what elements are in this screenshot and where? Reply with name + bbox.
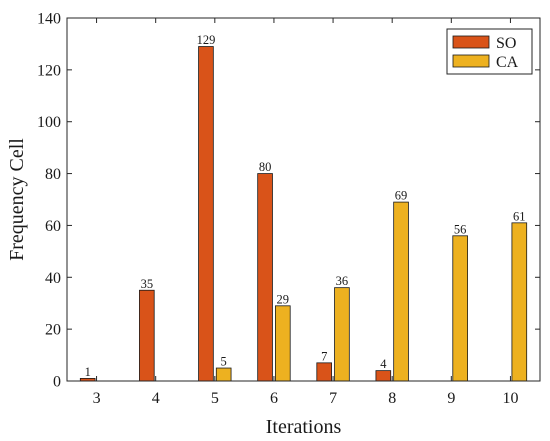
bar-so-7 <box>316 362 332 382</box>
y-tick-label: 60 <box>45 218 61 235</box>
bar-ca-10 <box>511 222 528 382</box>
bar-ca-6 <box>275 305 291 382</box>
bars-layer <box>79 46 528 382</box>
bar-ca-9 <box>452 235 468 382</box>
plot-frame <box>66 17 541 382</box>
legend-swatch-so <box>452 35 490 49</box>
x-tick-label: 3 <box>93 390 101 407</box>
bar-value-label: 35 <box>141 277 154 291</box>
x-axis-title: Iterations <box>266 416 342 438</box>
y-tick-label: 100 <box>37 114 61 131</box>
bar-value-label: 7 <box>321 349 327 363</box>
x-tick-label: 4 <box>152 390 160 407</box>
x-tick-label: 9 <box>447 390 455 407</box>
bar-so-6 <box>257 173 273 382</box>
y-tick-label: 140 <box>37 11 61 28</box>
x-tick-label: 6 <box>270 390 278 407</box>
x-tick-label: 10 <box>502 390 518 407</box>
bar-value-label: 56 <box>454 222 467 236</box>
bar-value-label: 4 <box>380 357 387 371</box>
x-tick-label: 7 <box>329 390 337 407</box>
legend-label-ca: CA <box>496 54 519 71</box>
data-labels-layer: 1 35 129 80 7 4 5 29 36 69 56 61 <box>85 33 526 379</box>
bar-value-label: 36 <box>336 274 349 288</box>
legend-label-so: SO <box>496 35 516 52</box>
y-tick-label: 0 <box>53 374 61 391</box>
y-axis-title: Frequency Cell <box>6 138 28 261</box>
bar-value-label: 1 <box>85 365 91 379</box>
x-tick-label: 8 <box>388 390 396 407</box>
x-tick-label: 5 <box>211 390 219 407</box>
legend-swatch-ca <box>452 54 490 68</box>
bar-so-4 <box>139 289 155 382</box>
bar-value-label: 69 <box>395 189 408 203</box>
bar-value-label: 5 <box>221 355 227 369</box>
bar-ca-5 <box>215 367 232 382</box>
y-tick-label: 20 <box>45 322 61 339</box>
x-axis-ticks: 3 4 5 6 7 8 9 10 <box>93 18 518 407</box>
y-tick-label: 120 <box>37 62 61 79</box>
bar-value-label: 61 <box>513 209 526 223</box>
y-axis-ticks: 0 20 40 60 80 100 120 140 <box>37 11 540 391</box>
y-tick-label: 80 <box>45 166 61 183</box>
bar-so-8 <box>375 370 392 382</box>
bar-value-label: 80 <box>259 160 272 174</box>
y-tick-label: 40 <box>45 270 61 287</box>
legend: SO CA <box>446 28 533 75</box>
bar-ca-8 <box>393 201 409 382</box>
bar-ca-7 <box>334 287 350 382</box>
bar-so-5 <box>198 46 214 382</box>
bar-value-label: 29 <box>277 292 290 306</box>
bar-value-label: 129 <box>197 33 216 47</box>
